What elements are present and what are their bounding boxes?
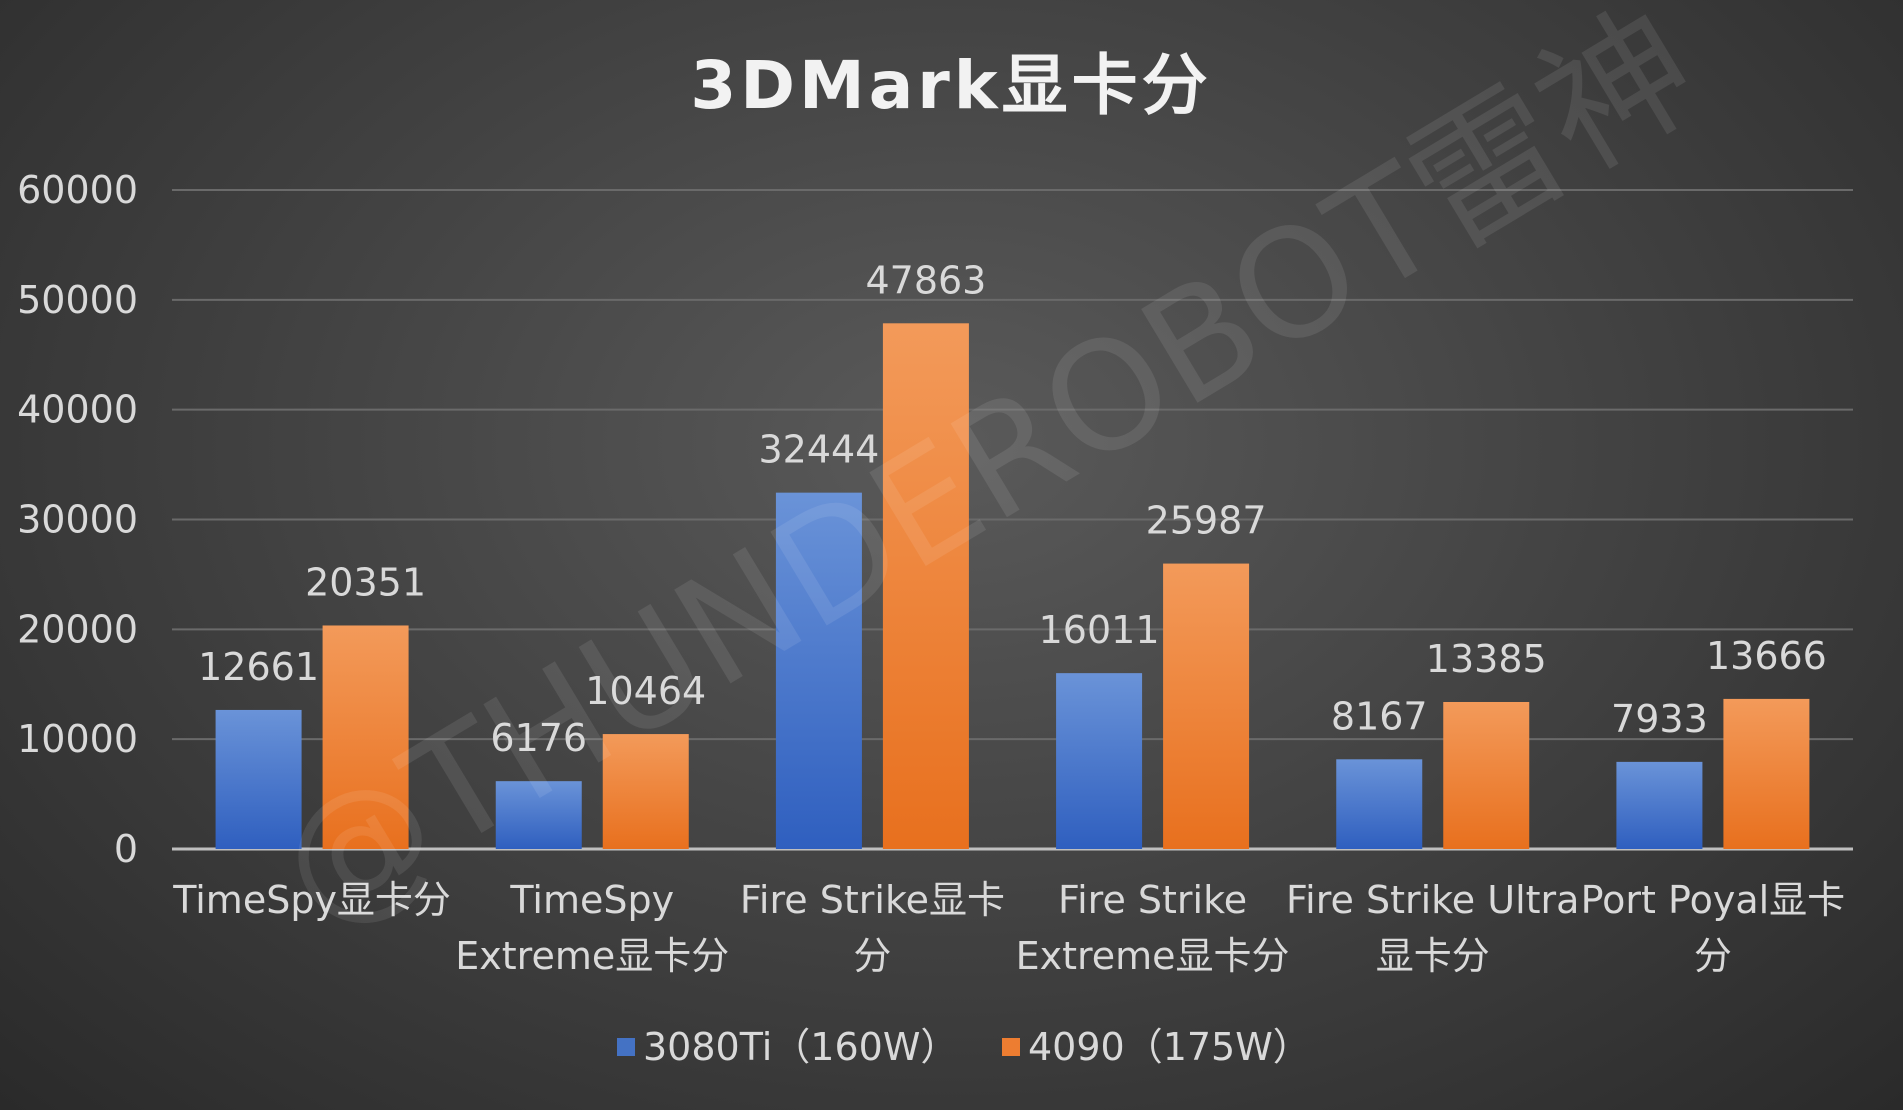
data-label-series0-cat4: 8167 — [1331, 694, 1428, 738]
x-tick-label: TimeSpy显卡分 — [172, 878, 451, 922]
bar-series1-cat3 — [1163, 563, 1250, 849]
bar-series0-cat1 — [495, 781, 582, 849]
data-label-series1-cat2: 47863 — [865, 258, 986, 302]
x-tick-label: Fire Strike Ultra — [1286, 878, 1579, 922]
bar-series1-cat2 — [882, 323, 969, 850]
y-tick-label: 60000 — [17, 168, 138, 212]
legend-swatch-series1 — [1002, 1038, 1020, 1056]
bar-series1-cat0 — [322, 625, 409, 849]
y-tick-label: 40000 — [17, 388, 138, 432]
gridlines: 0 10000 20000 30000 40000 50000 60000 — [17, 168, 1853, 871]
bar-series0-cat2 — [775, 492, 862, 849]
x-tick-label: Fire Strike显卡 — [740, 878, 1005, 922]
legend-label-series1: 4090（175W） — [1028, 1025, 1311, 1069]
x-tick-label: 分 — [853, 934, 891, 978]
legend: 3080Ti（160W） 4090（175W） — [617, 1025, 1311, 1069]
y-tick-label: 30000 — [17, 498, 138, 542]
legend-label-series0: 3080Ti（160W） — [643, 1025, 958, 1069]
data-label-series0-cat2: 32444 — [758, 428, 879, 472]
x-tick-label: Port Poyal显卡 — [1581, 878, 1846, 922]
y-tick-label: 20000 — [17, 607, 138, 651]
bar-series0-cat3 — [1056, 673, 1143, 849]
data-label-series1-cat5: 13666 — [1706, 634, 1827, 678]
bars — [215, 323, 1810, 850]
x-tick-label: TimeSpy — [509, 878, 674, 922]
data-label-series0-cat5: 7933 — [1611, 697, 1708, 741]
x-tick-label: Extreme显卡分 — [1016, 934, 1290, 978]
data-label-series1-cat3: 25987 — [1146, 499, 1267, 543]
data-label-series0-cat3: 16011 — [1039, 608, 1160, 652]
x-tick-label: Extreme显卡分 — [455, 934, 729, 978]
bar-series0-cat4 — [1336, 759, 1423, 849]
legend-swatch-series0 — [617, 1038, 635, 1056]
y-tick-label: 50000 — [17, 278, 138, 322]
data-label-series1-cat1: 10464 — [585, 669, 706, 713]
bar-series0-cat0 — [215, 709, 302, 849]
x-tick-label: 分 — [1694, 934, 1732, 978]
data-label-series0-cat0: 12661 — [198, 645, 319, 689]
bar-series1-cat5 — [1723, 698, 1810, 849]
data-label-series0-cat1: 6176 — [490, 716, 587, 760]
bar-series0-cat5 — [1616, 761, 1703, 849]
x-tick-label: 显卡分 — [1376, 934, 1490, 978]
data-labels: 12661 6176 32444 16011 8167 7933 20351 10464 478… — [198, 258, 1827, 760]
data-label-series1-cat4: 13385 — [1426, 637, 1547, 681]
y-tick-label: 10000 — [17, 717, 138, 761]
chart-title: 3DMark显卡分 — [690, 47, 1211, 124]
bar-series1-cat4 — [1443, 701, 1530, 849]
data-label-series1-cat0: 20351 — [305, 560, 426, 604]
bar-series1-cat1 — [602, 734, 689, 849]
x-tick-label: Fire Strike — [1058, 878, 1247, 922]
y-tick-label: 0 — [114, 827, 138, 871]
